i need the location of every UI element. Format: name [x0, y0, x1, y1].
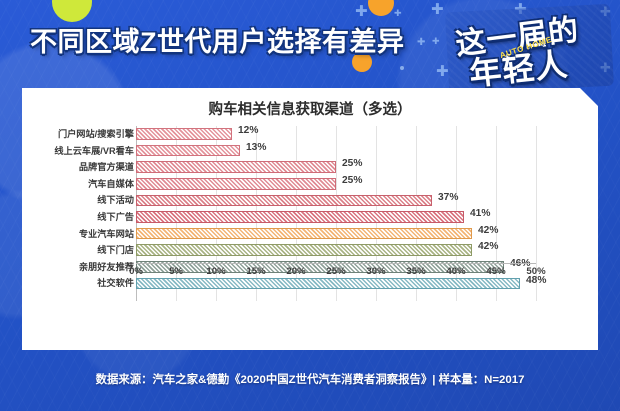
x-tick-label: 20% [286, 266, 306, 277]
bar-row: 12% [136, 126, 536, 143]
category-label: 门户网站/搜索引擎 [57, 129, 134, 139]
bar [136, 161, 336, 173]
bar [136, 195, 432, 207]
brand-logo: 这一届的 年轻人 AUTO HOME [444, 3, 615, 95]
x-tick-label: 40% [446, 266, 466, 277]
bar [136, 211, 464, 223]
bar-row: 48% [136, 275, 536, 292]
category-label: 专业汽车网站 [78, 228, 134, 239]
plot-area: 12%13%25%25%37%41%42%42%46%48% [136, 126, 536, 301]
x-axis-line [136, 263, 536, 264]
plus-icon-9: ✚ [417, 37, 426, 48]
lime-circle-decoration [52, 0, 92, 22]
footer: 数据来源：汽车之家&德勤《2020中国Z世代汽车消费者洞察报告》| 样本量：N=… [0, 353, 620, 411]
bar [136, 261, 504, 273]
category-label: 品牌官方渠道 [78, 162, 134, 173]
x-tick-label: 45% [486, 266, 506, 277]
bar-value-label: 25% [342, 158, 363, 170]
plus-icon-1: ✚ [355, 2, 368, 20]
gridline [536, 126, 537, 301]
bar-row: 25% [136, 176, 536, 193]
x-tick-label: 50% [526, 266, 546, 277]
bar-value-label: 25% [342, 174, 363, 186]
bar [136, 228, 472, 240]
x-tick-label: 10% [206, 266, 226, 277]
category-label: 线上云车展/VR看车 [54, 145, 134, 156]
bar-row: 42% [136, 226, 536, 243]
bar-value-label: 37% [438, 191, 459, 203]
bar [136, 278, 520, 290]
bar [136, 244, 472, 256]
plus-icon-6: ✚ [432, 37, 440, 47]
bar-row: 41% [136, 209, 536, 226]
category-label: 线下活动 [97, 195, 134, 206]
category-label: 线下门店 [97, 245, 134, 256]
chart-card: 购车相关信息获取渠道（多选） 门户网站/搜索引擎 线上云车展/VR看车品牌官方渠道… [22, 88, 598, 350]
small-dot-decoration [400, 66, 404, 70]
bar-value-label: 48% [526, 274, 547, 286]
bar-value-label: 42% [478, 224, 499, 236]
data-source-note: 数据来源：汽车之家&德勤《2020中国Z世代汽车消费者洞察报告》| 样本量：N=… [95, 374, 525, 386]
category-axis-labels: 门户网站/搜索引擎 线上云车展/VR看车品牌官方渠道汽车自媒体线下活动线下广告专业… [30, 126, 134, 292]
category-label: 社交软件 [97, 278, 134, 289]
bar-chart: 门户网站/搜索引擎 线上云车展/VR看车品牌官方渠道汽车自媒体线下活动线下广告专业… [22, 126, 598, 346]
x-axis-tick-labels: 0% 5% 10% 15% 20% 25% 30% 35% 40% 45% 50% [136, 266, 536, 286]
plus-icon-7: ✚ [436, 62, 449, 80]
bar [136, 128, 232, 140]
bar-row: 37% [136, 192, 536, 209]
plus-icon-3: ✚ [431, 0, 444, 18]
gridline [496, 126, 497, 301]
x-tick-label: 0% [129, 266, 143, 277]
bar-value-label: 13% [246, 141, 267, 153]
bar [136, 145, 240, 157]
bar-value-label: 41% [470, 208, 491, 220]
x-tick-label: 30% [366, 266, 386, 277]
page-title: 不同区域Z世代用户选择有差异 [30, 27, 405, 57]
x-tick-label: 15% [246, 266, 266, 277]
orange-circle-decoration-top [368, 0, 394, 16]
category-label: 亲朋好友推荐 [78, 261, 134, 272]
bar-row: 42% [136, 242, 536, 259]
x-tick-label: 25% [326, 266, 346, 277]
x-tick-label: 35% [406, 266, 426, 277]
bar [136, 178, 336, 190]
x-tick-label: 5% [169, 266, 183, 277]
plus-icon-2: ✚ [394, 9, 402, 19]
chart-title: 购车相关信息获取渠道（多选） [208, 102, 412, 118]
category-label: 汽车自媒体 [88, 178, 134, 189]
bar-row: 13% [136, 143, 536, 160]
bar-value-label: 12% [238, 125, 259, 137]
category-label: 线下广告 [97, 211, 134, 222]
header: ✚ ✚ ✚ ✚ ✚ ✚ ✚ ✚ ✚ 不同区域Z世代用户选择有差异 这一届的 年轻… [0, 0, 620, 95]
bar-row: 25% [136, 159, 536, 176]
bar-value-label: 42% [478, 241, 499, 253]
